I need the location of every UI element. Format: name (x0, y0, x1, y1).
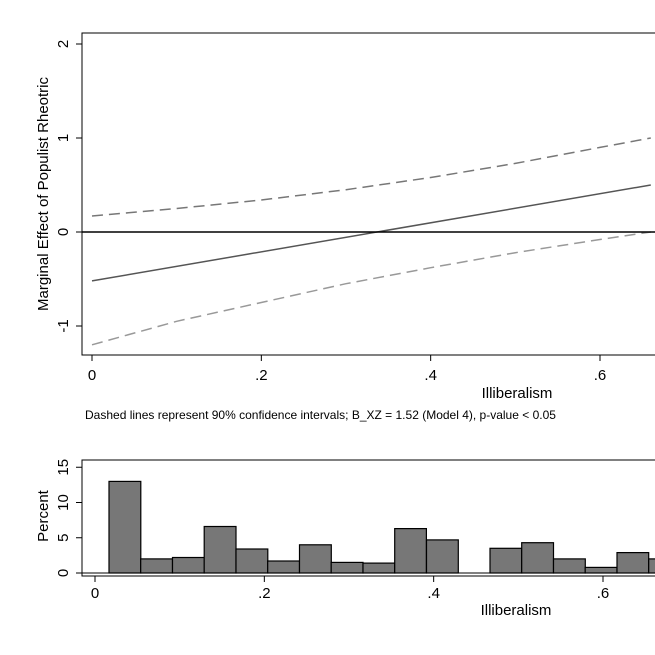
top-y-tick-label: 0 (55, 228, 72, 236)
histogram-bar (140, 558, 174, 574)
bottom-axis-ticks: 0 .2 .4 .6 0 5 10 15 (55, 459, 609, 602)
top-y-axis-label: Marginal Effect of Populist Rheotric (35, 77, 52, 312)
marginal-effect-panel: 0 .2 .4 .6 -1 0 1 2 Marginal Effect of Populist… (35, 32, 655, 422)
top-x-axis-label: Illiberalism (482, 385, 553, 402)
histogram-bar (552, 558, 586, 574)
histogram-bar (267, 560, 301, 574)
histogram-bar (616, 551, 650, 574)
upper-ci-line (91, 137, 651, 217)
histogram-panel: 0 .2 .4 .6 0 5 10 15 Percent Illiberalism (35, 459, 655, 619)
histogram-bar (394, 527, 428, 574)
top-x-tick-label: 0 (88, 367, 96, 384)
bottom-x-tick-label: .6 (597, 585, 610, 602)
marginal-effect-line (91, 184, 651, 282)
bottom-y-axis-label: Percent (35, 489, 52, 542)
bottom-y-tick-label: 10 (55, 494, 72, 511)
lower-ci-line (91, 231, 651, 346)
histogram-bar (362, 562, 396, 574)
histogram-bar (203, 525, 237, 574)
bottom-y-tick-label: 5 (55, 534, 72, 542)
histogram-bar (648, 558, 655, 574)
histogram-bar (330, 561, 364, 574)
top-y-tick-label: 1 (55, 134, 72, 142)
top-x-tick-label: .2 (255, 367, 268, 384)
confidence-interval-note: Dashed lines represent 90% confidence in… (85, 408, 556, 422)
histogram-bar (171, 556, 205, 574)
top-x-tick-label: .4 (424, 367, 437, 384)
top-y-tick-label: -1 (55, 319, 72, 332)
bottom-x-axis-label: Illiberalism (481, 602, 552, 619)
histogram-bar (489, 547, 523, 574)
top-y-tick-label: 2 (55, 40, 72, 48)
top-series-group (91, 137, 651, 346)
bottom-x-tick-label: .2 (258, 585, 271, 602)
top-plot-frame (81, 32, 655, 356)
top-axis-ticks: 0 .2 .4 .6 -1 0 1 2 (55, 40, 606, 384)
bottom-plot-frame (81, 459, 655, 577)
bottom-y-tick-label: 0 (55, 569, 72, 577)
histogram-bar (521, 542, 555, 574)
histogram-bar (108, 480, 142, 574)
bottom-y-tick-label: 15 (55, 459, 72, 476)
histogram-bar (235, 548, 269, 574)
bottom-x-tick-label: 0 (91, 585, 99, 602)
histogram-bar (425, 539, 459, 574)
top-x-tick-label: .6 (594, 367, 607, 384)
histogram-bars (108, 480, 655, 574)
histogram-bar (584, 566, 618, 574)
bottom-x-tick-label: .4 (427, 585, 440, 602)
histogram-bar (298, 544, 332, 574)
